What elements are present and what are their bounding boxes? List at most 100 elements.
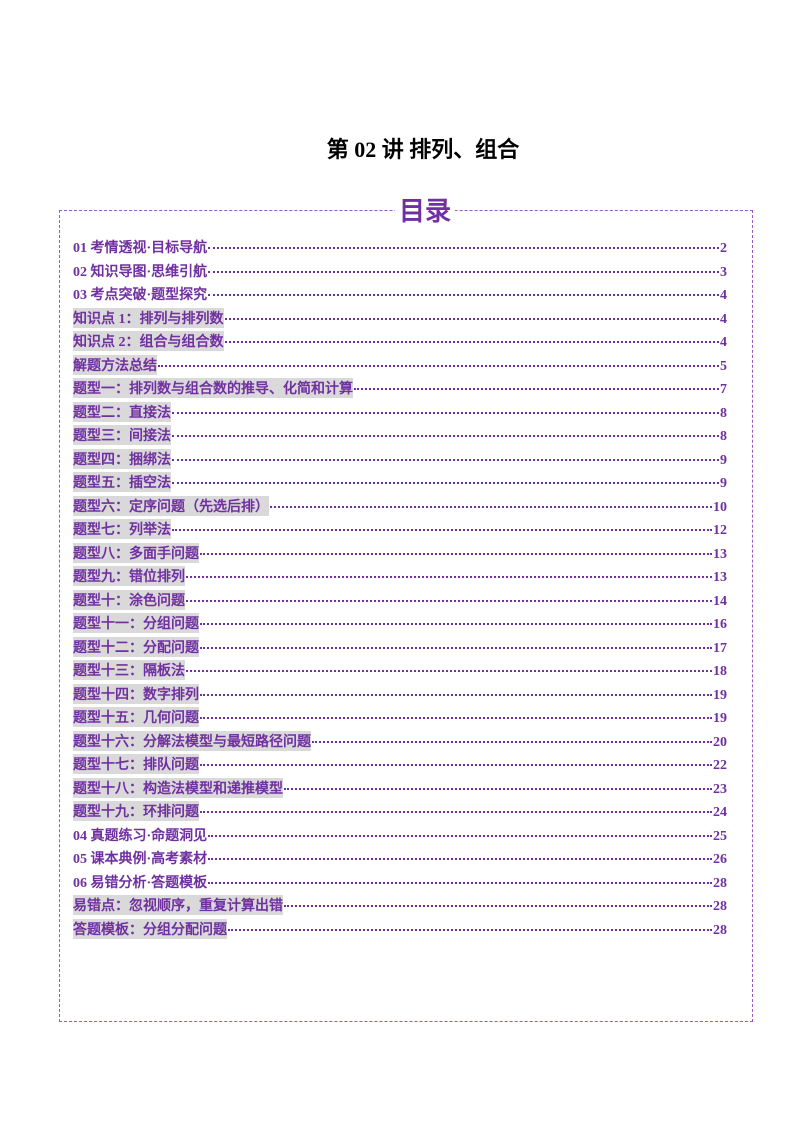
toc-entry-label[interactable]: 题型十一：分组问题 (73, 613, 199, 633)
toc-entry-page[interactable]: 8 (720, 405, 727, 421)
toc-entry-page[interactable]: 7 (720, 382, 727, 397)
toc-entry-page[interactable]: 19 (713, 711, 727, 726)
toc-entry[interactable]: 题型十二：分配问题 17 (73, 636, 727, 661)
toc-entry-label[interactable]: 题型十四：数字排列 (73, 683, 199, 704)
toc-entry[interactable]: 03 考点突破·题型探究 4 (73, 284, 727, 308)
toc-entry-label[interactable]: 04 真题练习·命题洞见 (73, 828, 208, 844)
toc-entry-label[interactable]: 题型十八：构造法模型和递推模型 (73, 777, 283, 798)
toc-entry-page[interactable]: 20 (713, 734, 727, 750)
toc-entry-page[interactable]: 25 (713, 828, 727, 844)
toc-entry-label[interactable]: 题型十二：分配问题 (73, 636, 199, 657)
toc-entry-page[interactable]: 4 (720, 335, 727, 350)
toc-entry[interactable]: 题型十一：分组问题 16 (73, 613, 727, 637)
toc-entry-page[interactable]: 3 (720, 264, 727, 280)
dot-leader (200, 764, 712, 766)
toc-entry[interactable]: 知识点 1：排列与排列数 4 (73, 307, 727, 332)
toc-entry-page[interactable]: 4 (720, 311, 727, 327)
toc-entry-label[interactable]: 题型十五：几何问题 (73, 707, 199, 727)
toc-entry-page[interactable]: 12 (713, 523, 727, 538)
toc-entry[interactable]: 题型十六：分解法模型与最短路径问题 20 (73, 730, 727, 755)
toc-entry[interactable]: 题型十七：排队问题 22 (73, 754, 727, 778)
toc-entry-label[interactable]: 题型九：错位排列 (73, 566, 185, 586)
toc-entry[interactable]: 04 真题练习·命题洞见 25 (73, 825, 727, 849)
toc-entry-page[interactable]: 10 (713, 499, 727, 515)
dot-leader (172, 458, 719, 461)
toc-entry[interactable]: 答题模板：分组分配问题 28 (73, 918, 727, 943)
toc-entry-page[interactable]: 28 (713, 875, 727, 891)
toc-entry-page[interactable]: 14 (713, 593, 727, 609)
toc-entry-label[interactable]: 题型十六：分解法模型与最短路径问题 (73, 730, 311, 751)
toc-entry-page[interactable]: 16 (713, 617, 727, 632)
toc-entry[interactable]: 题型十九：环排问题 24 (73, 801, 727, 825)
toc-entry[interactable]: 题型七：列举法 12 (73, 519, 727, 543)
toc-entry-label[interactable]: 题型五：插空法 (73, 472, 171, 492)
toc-entry[interactable]: 题型六：定序问题（先选后排） 10 (73, 495, 727, 520)
toc-entry-page[interactable]: 18 (713, 664, 727, 679)
dot-leader (224, 341, 719, 343)
toc-entry-page[interactable]: 24 (713, 805, 727, 820)
toc-entry[interactable]: 题型三：间接法 8 (73, 425, 727, 449)
toc-entry-page[interactable]: 4 (720, 288, 727, 303)
toc-entry[interactable]: 题型十五：几何问题 19 (73, 707, 727, 731)
toc-entry[interactable]: 02 知识导图·思维引航 3 (73, 261, 727, 285)
document-title: 第 02 讲 排列、组合 (326, 137, 520, 162)
toc-entry[interactable]: 题型十：涂色问题 14 (73, 589, 727, 614)
toc-entry-label[interactable]: 题型一：排列数与组合数的推导、化简和计算 (73, 378, 353, 398)
toc-entry[interactable]: 题型四：捆绑法 9 (73, 448, 727, 473)
dot-leader (172, 529, 712, 531)
toc-entry-page[interactable]: 23 (713, 781, 727, 797)
toc-entry[interactable]: 01 考情透视·目标导航 2 (73, 237, 727, 261)
dot-leader (284, 905, 712, 907)
toc-entry[interactable]: 06 易错分析·答题模板 28 (73, 872, 727, 896)
toc-entry-label[interactable]: 题型四：捆绑法 (73, 448, 171, 469)
toc-entry[interactable]: 题型一：排列数与组合数的推导、化简和计算 7 (73, 378, 727, 402)
toc-entry-page[interactable]: 8 (720, 429, 727, 444)
toc-entry-label[interactable]: 05 课本典例·高考素材 (73, 852, 208, 867)
toc-entry-page[interactable]: 9 (720, 452, 727, 468)
toc-entry-page[interactable]: 22 (713, 758, 727, 773)
toc-entry-page[interactable]: 13 (713, 570, 727, 585)
toc-entry-label[interactable]: 解题方法总结 (73, 354, 157, 375)
toc-entry-page[interactable]: 2 (720, 241, 727, 256)
toc-entry-label[interactable]: 题型三：间接法 (73, 425, 171, 445)
toc-entry-page[interactable]: 9 (720, 476, 727, 491)
dot-leader (354, 388, 719, 390)
dot-leader (208, 247, 719, 249)
toc-entry-label[interactable]: 题型十三：隔板法 (73, 660, 185, 680)
toc-entry-label[interactable]: 知识点 1：排列与排列数 (73, 307, 224, 328)
toc-entry-label[interactable]: 03 考点突破·题型探究 (73, 288, 208, 303)
toc-entry[interactable]: 题型十三：隔板法 18 (73, 660, 727, 684)
toc-entry-page[interactable]: 26 (713, 852, 727, 867)
toc-entry-label[interactable]: 题型二：直接法 (73, 401, 171, 422)
toc-entry-label[interactable]: 01 考情透视·目标导航 (73, 241, 208, 256)
toc-entry-label[interactable]: 易错点：忽视顺序，重复计算出错 (73, 895, 283, 915)
toc-entry-label[interactable]: 题型十七：排队问题 (73, 754, 199, 774)
toc-entry-page[interactable]: 5 (720, 358, 727, 374)
toc-entry-label[interactable]: 答题模板：分组分配问题 (73, 918, 227, 939)
dot-leader (172, 435, 719, 437)
toc-entry-page[interactable]: 17 (713, 640, 727, 656)
toc-entry[interactable]: 知识点 2：组合与组合数 4 (73, 331, 727, 355)
dot-leader (158, 364, 719, 367)
toc-entry-label[interactable]: 06 易错分析·答题模板 (73, 875, 208, 891)
toc-entry[interactable]: 题型五：插空法 9 (73, 472, 727, 496)
toc-entry-label[interactable]: 知识点 2：组合与组合数 (73, 331, 224, 351)
toc-entry[interactable]: 05 课本典例·高考素材 26 (73, 848, 727, 872)
toc-entry[interactable]: 题型十八：构造法模型和递推模型 23 (73, 777, 727, 802)
toc-entry-label[interactable]: 题型十九：环排问题 (73, 801, 199, 821)
toc-entry-page[interactable]: 28 (713, 922, 727, 938)
toc-entry[interactable]: 解题方法总结 5 (73, 354, 727, 379)
toc-entry[interactable]: 题型二：直接法 8 (73, 401, 727, 426)
toc-entry-label[interactable]: 题型十：涂色问题 (73, 589, 185, 610)
toc-entry-label[interactable]: 题型八：多面手问题 (73, 542, 199, 563)
toc-entry-page[interactable]: 28 (713, 899, 727, 914)
toc-entry-label[interactable]: 02 知识导图·思维引航 (73, 264, 208, 280)
toc-entry[interactable]: 题型八：多面手问题 13 (73, 542, 727, 567)
toc-entry-label[interactable]: 题型七：列举法 (73, 519, 171, 539)
toc-entry-label[interactable]: 题型六：定序问题（先选后排） (73, 495, 269, 516)
toc-entry-page[interactable]: 19 (713, 687, 727, 703)
toc-entry[interactable]: 易错点：忽视顺序，重复计算出错 28 (73, 895, 727, 919)
toc-entry[interactable]: 题型十四：数字排列 19 (73, 683, 727, 708)
toc-entry-page[interactable]: 13 (713, 546, 727, 562)
toc-entry[interactable]: 题型九：错位排列 13 (73, 566, 727, 590)
